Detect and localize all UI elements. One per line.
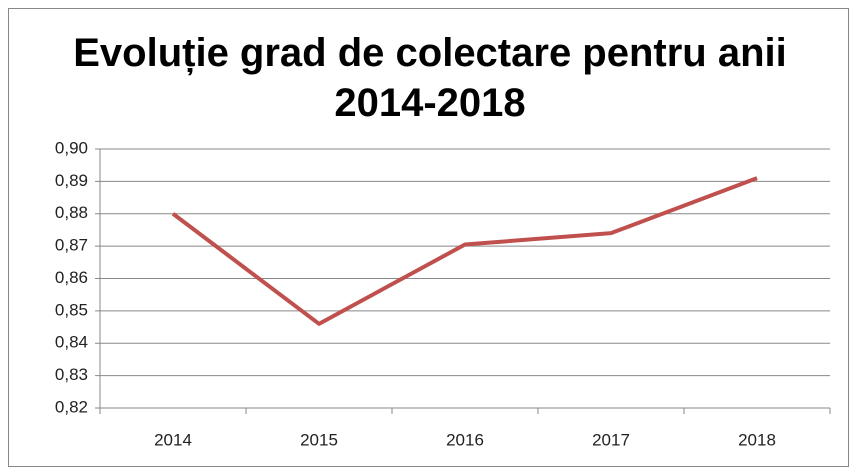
x-tick-label: 2015 (300, 430, 338, 449)
y-tick-label: 0,86 (55, 268, 88, 287)
x-tick-label: 2014 (154, 430, 192, 449)
x-tick-label: 2017 (592, 430, 630, 449)
y-tick-label: 0,85 (55, 300, 88, 319)
y-tick-label: 0,83 (55, 365, 88, 384)
chart-title: Evoluție grad de colectare pentru anii 2… (73, 31, 787, 125)
chart-border (8, 8, 849, 467)
x-tick-label: 2016 (446, 430, 484, 449)
y-tick-label: 0,88 (55, 203, 88, 222)
x-tick-label: 2018 (738, 430, 776, 449)
y-tick-label: 0,89 (55, 171, 88, 190)
y-tick-label: 0,87 (55, 236, 88, 255)
y-tick-label: 0,84 (55, 333, 88, 352)
y-tick-label: 0,90 (55, 138, 88, 157)
y-tick-label: 0,82 (55, 397, 88, 416)
data-line (171, 176, 758, 326)
